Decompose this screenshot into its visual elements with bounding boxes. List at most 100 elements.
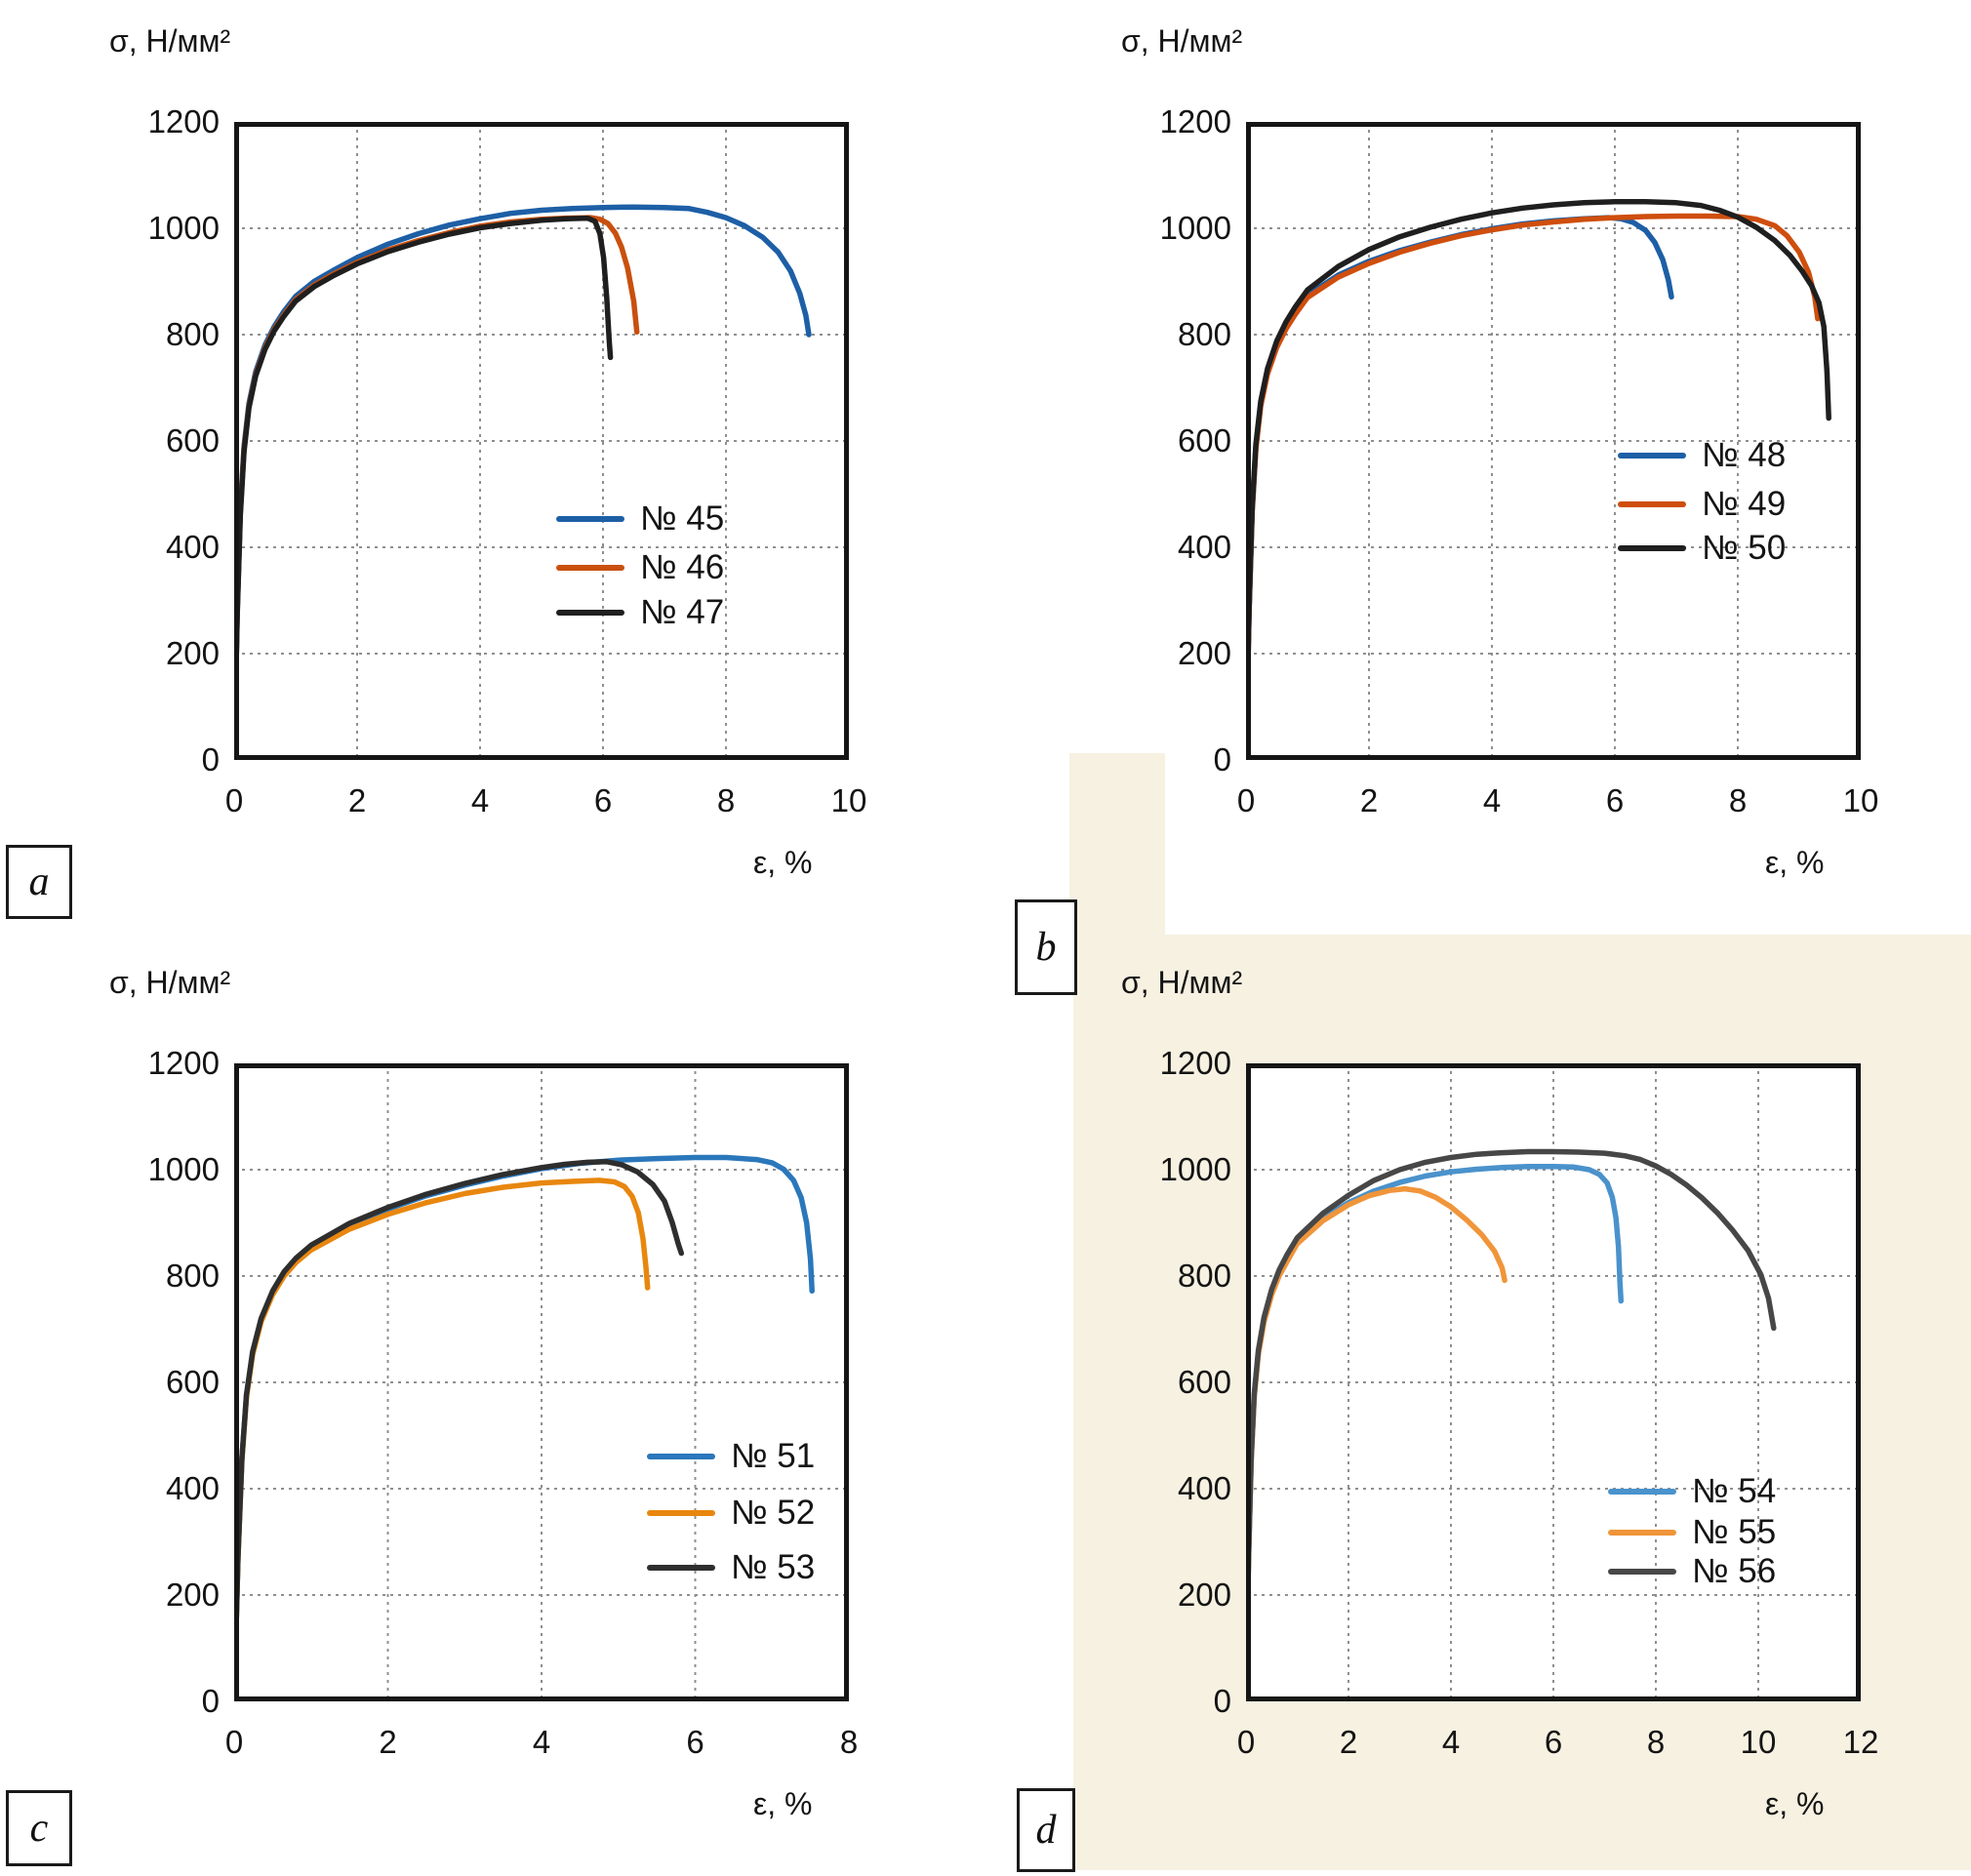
legend-line-swatch — [647, 1565, 715, 1571]
y-tick-label: 200 — [1177, 1577, 1231, 1613]
y-tick-label: 200 — [165, 1577, 220, 1613]
chart-panel-b: σ, Н/мм² 1200 1000 800 600 400 200 0 0 2 4 6 8 10 ε… — [1012, 0, 1971, 935]
plot-frame — [1246, 1063, 1861, 1701]
y-axis-title: σ, Н/мм² — [1121, 23, 1243, 59]
figure-letter-b: b — [1015, 899, 1077, 995]
plot-frame — [234, 1063, 849, 1701]
legend-line-swatch — [1618, 453, 1686, 459]
x-tick-label: 0 — [1236, 1724, 1256, 1760]
legend-entry: № 48 — [1618, 436, 1786, 475]
series-line-№ 47 — [234, 215, 614, 760]
legend-entry: № 52 — [647, 1494, 815, 1533]
legend-line-swatch — [556, 610, 624, 616]
x-axis-title: ε, % — [1765, 1786, 1825, 1821]
legend-line-swatch — [647, 1510, 715, 1516]
y-tick-label: 0 — [1213, 1683, 1231, 1719]
y-tick-label: 1000 — [1159, 1151, 1231, 1187]
x-tick-label: 10 — [830, 782, 867, 818]
x-tick-label: 4 — [1482, 782, 1502, 818]
legend-entry: № 53 — [647, 1548, 815, 1587]
curves-svg — [234, 122, 849, 760]
legend-label: № 55 — [1692, 1513, 1777, 1551]
legend-label: № 47 — [640, 593, 725, 631]
legend-label: № 45 — [640, 499, 725, 538]
y-tick-label: 800 — [1177, 1257, 1231, 1294]
series-line-№ 53 — [234, 1159, 685, 1701]
chart-panel-a: σ, Н/мм² 1200 1000 800 600 400 200 0 0 2 4 6 8 10 ε… — [0, 0, 986, 935]
x-tick-label: 4 — [532, 1724, 551, 1760]
legend-line-swatch — [556, 516, 624, 522]
y-tick-label: 400 — [1177, 529, 1231, 565]
x-tick-label: 0 — [224, 782, 244, 818]
y-axis-title: σ, Н/мм² — [109, 965, 231, 1000]
legend-entry: № 46 — [556, 548, 724, 587]
x-tick-label: 8 — [1728, 782, 1748, 818]
plot-area — [234, 1063, 849, 1701]
x-axis-title: ε, % — [1765, 845, 1825, 880]
y-tick-label: 1000 — [147, 1151, 220, 1187]
legend-line-swatch — [556, 565, 624, 571]
y-tick-label: 1000 — [1159, 210, 1231, 246]
scan-paper-tint — [1069, 753, 1165, 938]
y-tick-label: 600 — [1177, 1364, 1231, 1400]
x-tick-label: 6 — [593, 782, 613, 818]
legend-label: № 53 — [731, 1548, 816, 1586]
legend-label: № 49 — [1702, 485, 1787, 523]
legend-entry: № 55 — [1608, 1513, 1776, 1552]
x-tick-label: 0 — [224, 1724, 244, 1760]
y-tick-label: 1200 — [147, 1045, 220, 1081]
x-axis-title: ε, % — [753, 1786, 813, 1821]
y-tick-label: 800 — [1177, 316, 1231, 352]
legend-line-swatch — [1608, 1569, 1676, 1575]
y-tick-label: 1200 — [147, 103, 220, 140]
plot-area — [234, 122, 849, 760]
figure-letter-a: a — [6, 845, 72, 919]
x-tick-label: 2 — [379, 1724, 397, 1760]
y-tick-label: 400 — [1177, 1470, 1231, 1506]
x-tick-label: 10 — [1842, 782, 1879, 818]
y-tick-label: 600 — [1177, 422, 1231, 459]
x-tick-label: 8 — [716, 782, 736, 818]
legend-line-swatch — [1618, 501, 1686, 507]
x-tick-label: 6 — [1544, 1724, 1563, 1760]
legend-line-swatch — [1618, 545, 1686, 551]
legend-entry: № 47 — [556, 593, 724, 632]
y-tick-label: 1200 — [1159, 103, 1231, 140]
x-tick-label: 0 — [1236, 782, 1256, 818]
y-tick-label: 0 — [1213, 741, 1231, 778]
legend-entry: № 56 — [1608, 1552, 1776, 1591]
plot-frame — [234, 122, 849, 760]
legend-label: № 56 — [1692, 1552, 1777, 1590]
x-axis-title: ε, % — [753, 845, 813, 880]
y-tick-label: 400 — [165, 1470, 220, 1506]
plot-frame — [1246, 122, 1861, 760]
legend-entry: № 49 — [1618, 485, 1786, 524]
y-axis-title: σ, Н/мм² — [109, 23, 231, 59]
legend-entry: № 51 — [647, 1437, 815, 1476]
x-tick-label: 10 — [1740, 1724, 1777, 1760]
legend-line-swatch — [647, 1454, 715, 1459]
x-tick-label: 6 — [686, 1724, 704, 1760]
legend-line-swatch — [1608, 1489, 1676, 1495]
figure-letter-c: c — [6, 1790, 72, 1866]
x-tick-label: 4 — [1441, 1724, 1461, 1760]
y-tick-label: 800 — [165, 1257, 220, 1294]
plot-area — [1246, 1063, 1861, 1701]
y-tick-label: 1000 — [147, 210, 220, 246]
legend-label: № 46 — [640, 548, 725, 586]
x-tick-label: 8 — [1646, 1724, 1666, 1760]
plot-area — [1246, 122, 1861, 760]
y-tick-label: 600 — [165, 422, 220, 459]
x-tick-label: 4 — [470, 782, 490, 818]
x-tick-label: 12 — [1842, 1724, 1879, 1760]
y-tick-label: 0 — [201, 1683, 220, 1719]
x-tick-label: 6 — [1605, 782, 1625, 818]
y-tick-label: 600 — [165, 1364, 220, 1400]
legend-entry: № 45 — [556, 499, 724, 539]
x-tick-label: 2 — [1359, 782, 1379, 818]
legend-label: № 50 — [1702, 529, 1787, 567]
legend-line-swatch — [1608, 1530, 1676, 1536]
y-tick-label: 1200 — [1159, 1045, 1231, 1081]
y-tick-label: 200 — [165, 635, 220, 671]
curves-svg — [1246, 1063, 1861, 1701]
